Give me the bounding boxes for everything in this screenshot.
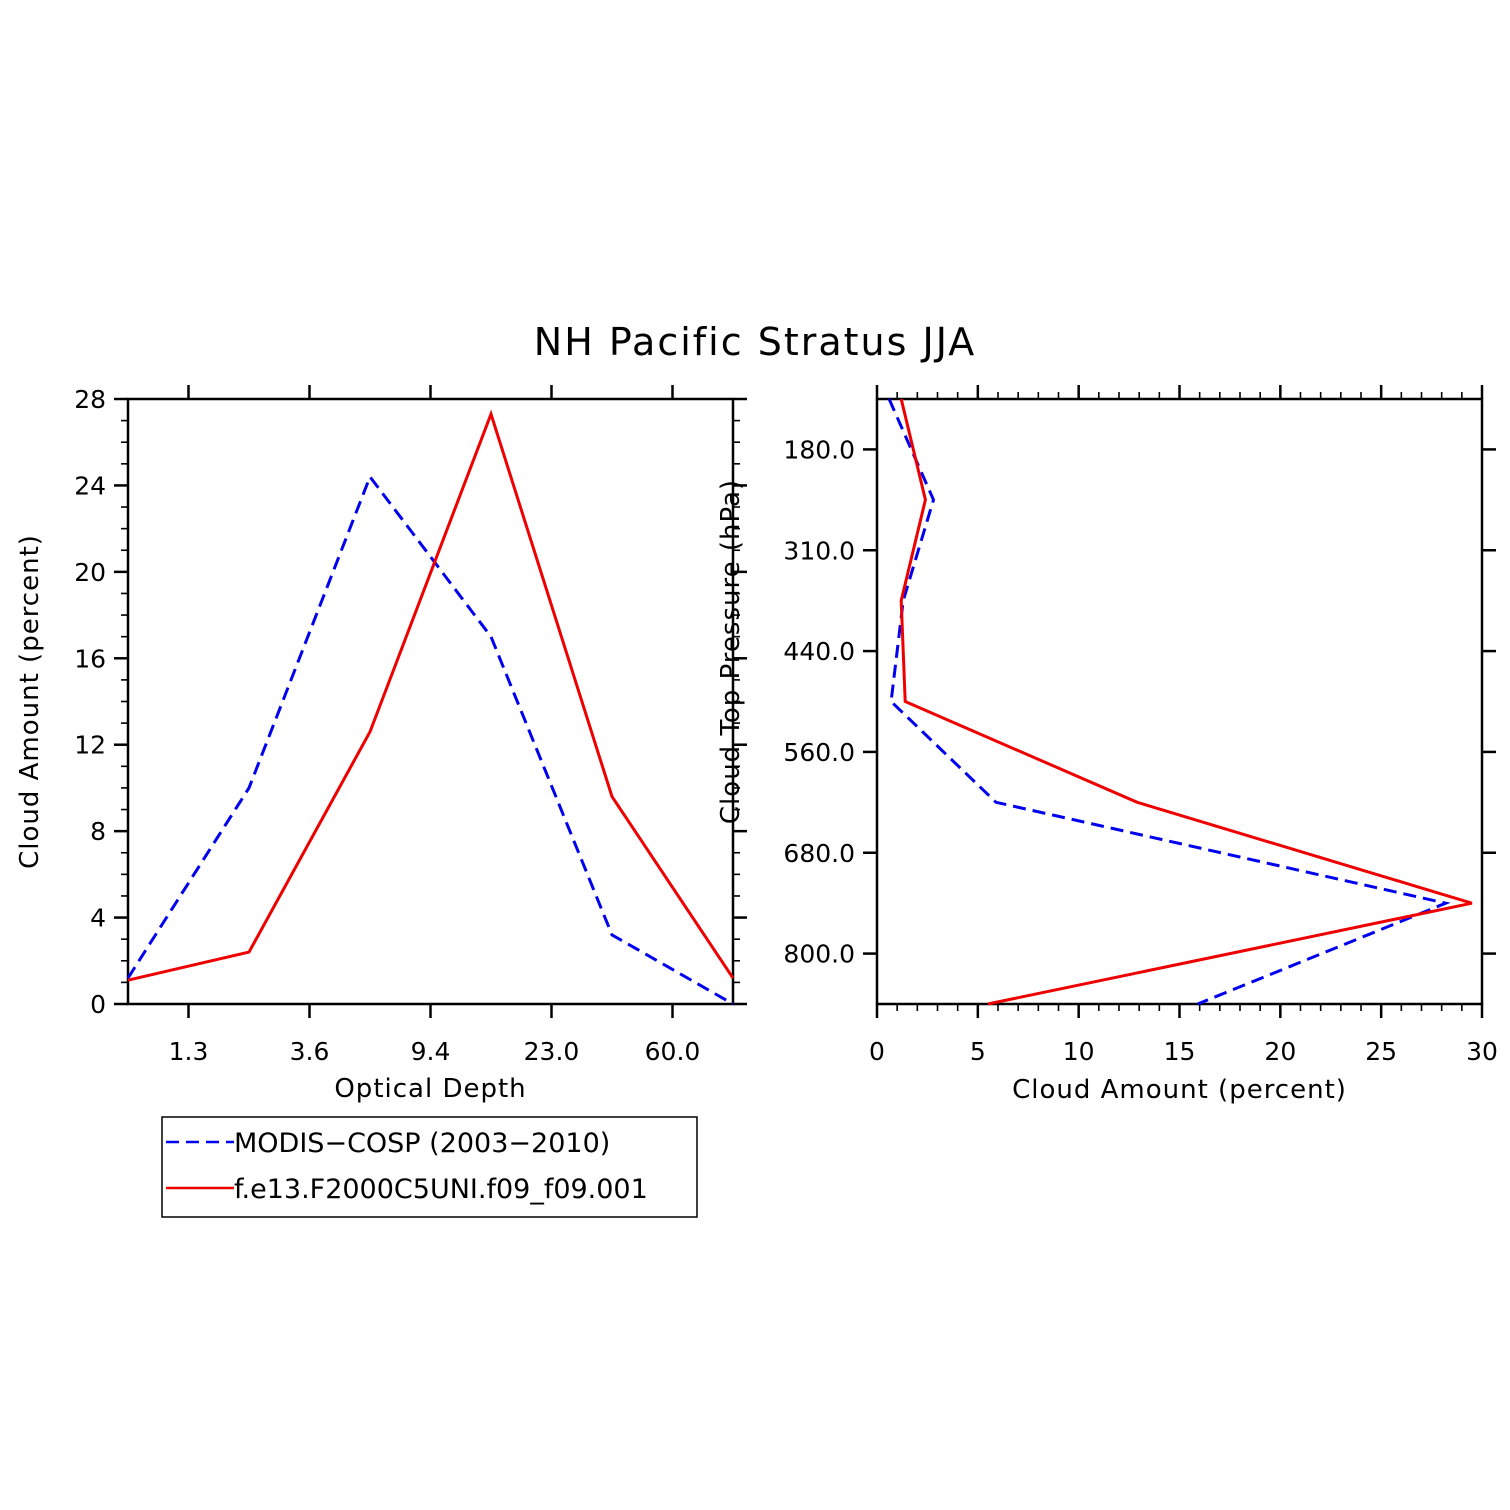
left-x-tick-label: 23.0: [524, 1037, 580, 1066]
left-plot-frame: [126, 397, 735, 1006]
left-x-tick-label: 9.4: [411, 1037, 451, 1066]
right-x-tick-label: 25: [1365, 1037, 1397, 1066]
left-x-tick-label: 1.3: [169, 1037, 209, 1066]
left-y-tick-label: 4: [90, 904, 106, 933]
right-x-tick-label: 15: [1164, 1037, 1196, 1066]
right-series-line-1: [899, 398, 1473, 1006]
left-series-line-0: [126, 473, 734, 1006]
right-y-axis-label: Cloud Top Pressure (hPa): [716, 479, 746, 824]
right-x-tick-label: 10: [1063, 1037, 1095, 1066]
left-y-tick-label: 12: [74, 731, 106, 760]
left-y-tick-label: 20: [74, 558, 106, 587]
right-y-tick-label: 800.0: [783, 940, 855, 969]
left-series-line-1: [127, 409, 735, 982]
left-plot: 0 4 8 12 16 20 24 28 1.3 3.6 9.4 23.0 60.0 Optical De…: [15, 385, 747, 1104]
left-y-tick-label: 0: [90, 990, 106, 1019]
right-y-tick-label: 680.0: [783, 839, 855, 868]
right-y-tick-label: 180.0: [783, 435, 855, 464]
left-y-axis-label: Cloud Amount (percent): [15, 534, 45, 869]
right-y-tick-label: 440.0: [783, 637, 855, 666]
right-x-tick-label: 30: [1466, 1037, 1498, 1066]
left-y-tick-label: 24: [74, 471, 106, 500]
legend-box: [161, 1116, 698, 1218]
right-x-tick-label: 20: [1264, 1037, 1296, 1066]
left-y-tick-label: 28: [74, 385, 106, 414]
right-plot-frame: [875, 397, 1484, 1006]
left-y-tick-label: 8: [90, 817, 106, 846]
right-y-tick-label: 560.0: [783, 738, 855, 767]
left-y-tick-label: 16: [74, 644, 106, 673]
right-plot: 0 5 10 15 20 25 30 180.0 310.0 440.0 560.0 680.0 800…: [716, 385, 1498, 1105]
legend-label-model: f.e13.F2000C5UNI.f09_f09.001: [234, 1174, 648, 1205]
legend: MODIS−COSP (2003−2010) f.e13.F2000C5UNI.…: [161, 1116, 698, 1218]
left-x-axis-label: Optical Depth: [334, 1074, 526, 1104]
right-x-tick-label: 5: [970, 1037, 986, 1066]
right-x-axis-label: Cloud Amount (percent): [1012, 1075, 1347, 1105]
left-x-tick-label: 60.0: [645, 1037, 701, 1066]
left-x-tick-label: 3.6: [290, 1037, 330, 1066]
right-x-tick-label: 0: [869, 1037, 885, 1066]
right-y-tick-label: 310.0: [783, 536, 855, 565]
legend-label-modis: MODIS−COSP (2003−2010): [234, 1128, 610, 1159]
chart-title: NH Pacific Stratus JJA: [534, 320, 976, 364]
right-series-line-0: [887, 398, 1451, 1006]
